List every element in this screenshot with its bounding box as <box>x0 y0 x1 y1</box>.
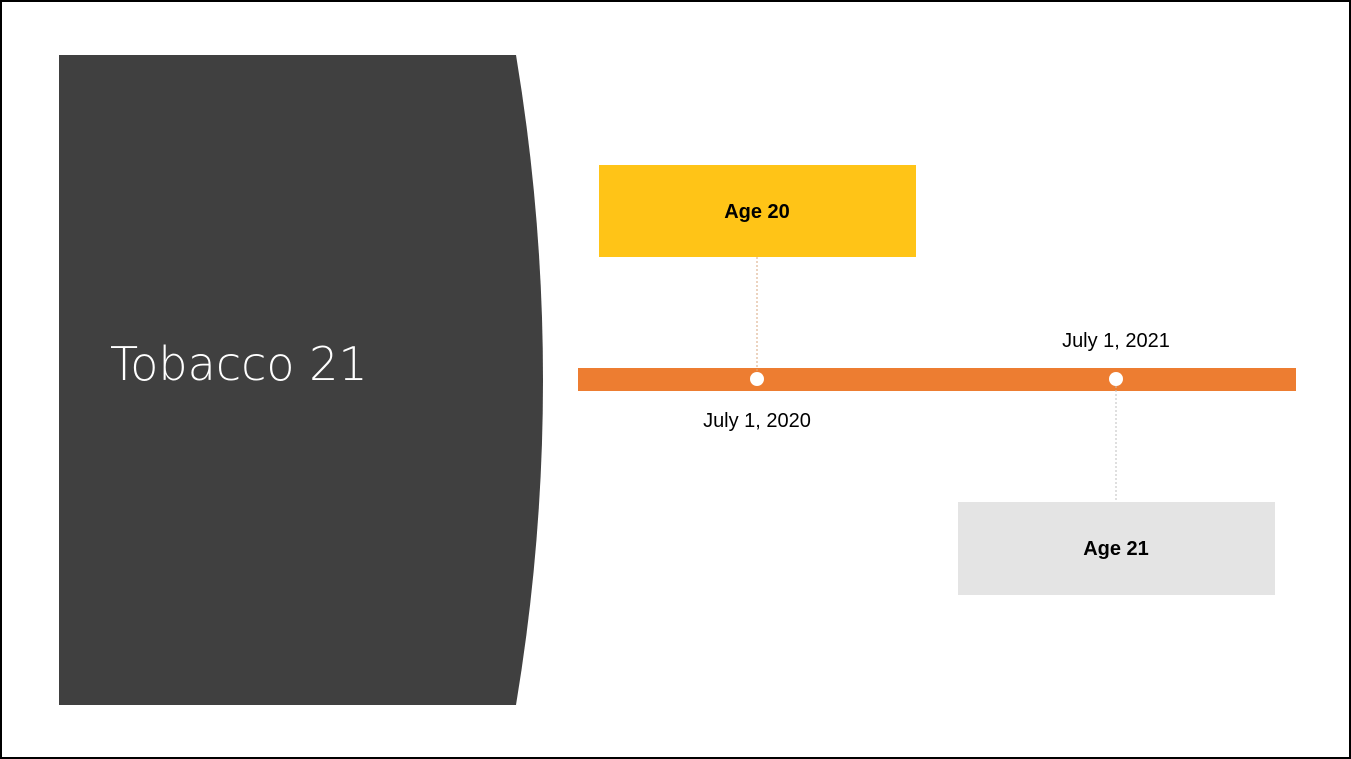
milestone-dot <box>1109 372 1123 386</box>
title: Tobacco 21 <box>110 337 368 391</box>
milestone-label: Age 20 <box>724 201 790 223</box>
milestone-box <box>599 165 916 257</box>
milestone-box <box>958 502 1275 595</box>
title-panel <box>59 55 543 705</box>
milestone-date: July 1, 2021 <box>1062 330 1170 352</box>
milestone-label: Age 21 <box>1083 538 1149 560</box>
timeline-bar <box>578 368 1296 391</box>
milestone-date: July 1, 2020 <box>703 410 811 432</box>
milestone-dot <box>750 372 764 386</box>
